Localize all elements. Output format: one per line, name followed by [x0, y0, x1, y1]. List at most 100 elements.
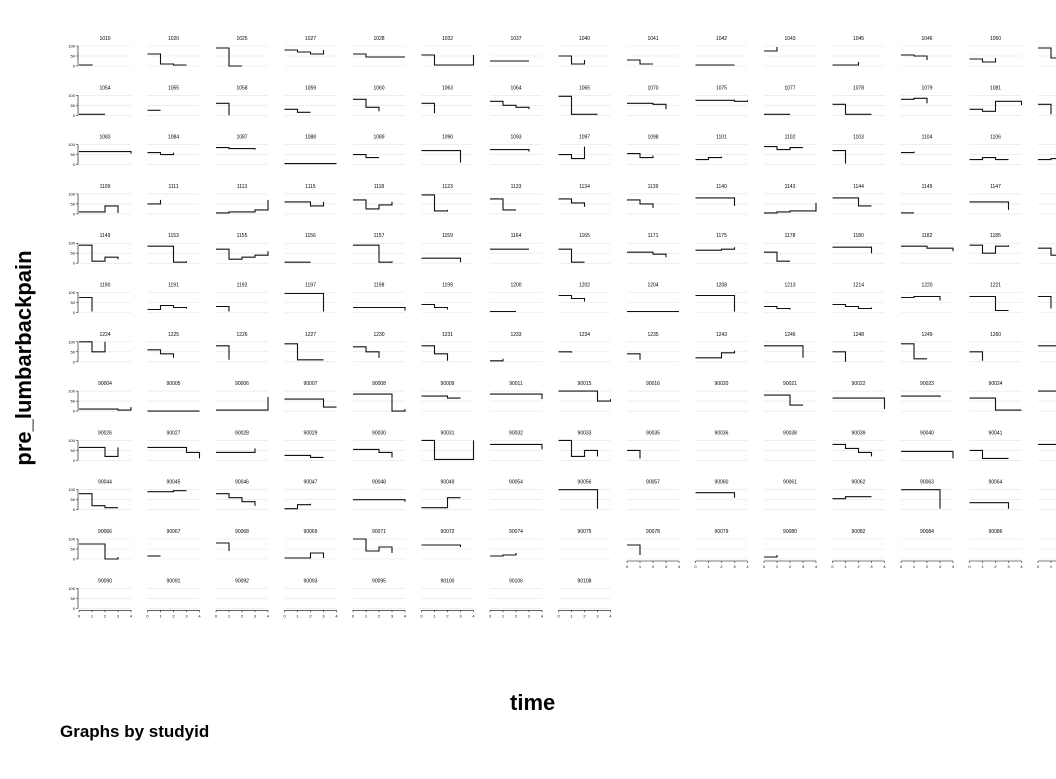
- panel-90056: 90056: [558, 480, 611, 511]
- panel-title: 90084: [920, 529, 934, 535]
- series-line: [764, 251, 790, 262]
- panel-title: 90056: [578, 480, 592, 486]
- panel-1063: 1063: [421, 85, 474, 116]
- panel-title: 1197: [305, 283, 316, 289]
- panel-title: 1233: [510, 332, 521, 338]
- panel-1186: 1186: [1038, 242, 1056, 264]
- panel-1165: 1165: [558, 233, 611, 264]
- panel-title: 1230: [373, 332, 384, 338]
- panel-title: 90036: [715, 430, 729, 436]
- panel-title: 90069: [304, 529, 318, 535]
- panel-1143: 1143: [764, 184, 817, 215]
- series-line: [79, 205, 119, 213]
- panel-1175: 1175: [695, 233, 748, 264]
- series-line: [969, 351, 984, 361]
- panel-title: 1046: [921, 36, 932, 42]
- panel-90068: 90068: [216, 529, 268, 560]
- panel-title: 90039: [852, 430, 866, 436]
- panel-title: 1144: [853, 184, 864, 190]
- panel-title: 1083: [99, 135, 110, 141]
- x-tick-label: 1: [913, 564, 916, 569]
- panel-90048: 90048: [353, 480, 406, 511]
- panel-title: 1147: [990, 184, 1001, 190]
- series-line: [79, 296, 93, 312]
- series-line: [79, 151, 132, 154]
- panel-title: 1058: [236, 85, 247, 91]
- x-tick-label: 4: [815, 564, 818, 569]
- x-tick-label: 1: [776, 564, 779, 569]
- x-tick-label: 3: [870, 564, 873, 569]
- series-line: [79, 341, 106, 353]
- x-tick-label: 3: [254, 613, 257, 618]
- series-line: [901, 151, 915, 154]
- series-line: [832, 197, 872, 207]
- series-line: [490, 149, 530, 152]
- panel-title: 90020: [715, 381, 729, 387]
- panel-title: 1028: [373, 36, 384, 42]
- panel-title: 90023: [920, 381, 934, 387]
- panel-1139: 1139: [627, 184, 679, 215]
- panel-title: 1054: [99, 85, 110, 91]
- panel-1093: 1093: [490, 135, 542, 165]
- x-tick-label: 3: [185, 613, 188, 618]
- panel-1077: 1077: [764, 85, 816, 116]
- series-line: [1038, 247, 1056, 256]
- panel-1064: 1064: [490, 85, 542, 116]
- x-tick-label: 2: [172, 613, 175, 618]
- series-line: [421, 102, 436, 114]
- series-line: [353, 244, 393, 263]
- panel-1111: 1111: [147, 184, 200, 215]
- panel-90078: 90078 0 1 2 3 4: [626, 529, 681, 569]
- series-line: [79, 493, 118, 509]
- x-tick-label: 2: [309, 613, 312, 618]
- panel-90028: 90028: [216, 430, 268, 461]
- panel-title: 90015: [578, 381, 592, 387]
- series-line: [695, 99, 749, 102]
- panel-1208: 1208: [695, 283, 748, 313]
- x-tick-label: 1: [365, 613, 368, 618]
- series-line: [969, 397, 1022, 411]
- panel-1213: 1213: [764, 283, 816, 313]
- series-line: [147, 446, 201, 459]
- series-line: [901, 295, 941, 301]
- series-line: [1038, 390, 1056, 392]
- panel-title: 1149: [100, 233, 111, 239]
- panel-1204: 1204: [627, 283, 679, 313]
- panel-title: 90090: [98, 578, 112, 584]
- panel-title: 90057: [646, 480, 660, 486]
- series-line: [695, 350, 736, 359]
- panel-title: 1231: [442, 332, 453, 338]
- series-line: [353, 346, 380, 358]
- panel-1059: 1059: [284, 85, 337, 116]
- panel-title: 1103: [853, 135, 864, 141]
- series-line: [558, 248, 585, 263]
- x-tick-label: 1: [981, 564, 984, 569]
- y-tick-label: 100: [68, 191, 75, 196]
- panel-title: 1037: [510, 36, 521, 42]
- series-line: [353, 448, 393, 458]
- panel-1088: 1088: [284, 135, 337, 165]
- panel-90030: 90030: [353, 430, 405, 461]
- panel-title: 1246: [784, 332, 795, 338]
- panel-title: 1111: [168, 184, 178, 190]
- y-tick-label: 0: [73, 458, 76, 463]
- panel-title: 90033: [578, 430, 592, 436]
- x-tick-label: 2: [926, 564, 929, 569]
- panel-90100: 90100 0 1 2 3 4: [420, 578, 475, 618]
- x-tick-label: 0: [763, 564, 766, 569]
- series-line: [832, 150, 847, 164]
- panel-90003: 90003: [1038, 341, 1056, 363]
- panel-title: 1010: [99, 36, 110, 42]
- x-tick-label: 0: [900, 564, 903, 569]
- panel-title: 90006: [235, 381, 249, 387]
- x-tick-label: 4: [541, 613, 544, 618]
- x-tick-label: 4: [472, 613, 475, 618]
- panel-title: 90074: [509, 529, 523, 535]
- x-tick-label: 0: [557, 613, 560, 618]
- x-tick-label: 2: [583, 613, 586, 618]
- panel-title: 1234: [579, 332, 590, 338]
- panel-title: 90008: [372, 381, 386, 387]
- y-tick-label: 50: [71, 152, 76, 157]
- series-line: [969, 295, 1009, 312]
- panel-title: 1226: [236, 332, 247, 338]
